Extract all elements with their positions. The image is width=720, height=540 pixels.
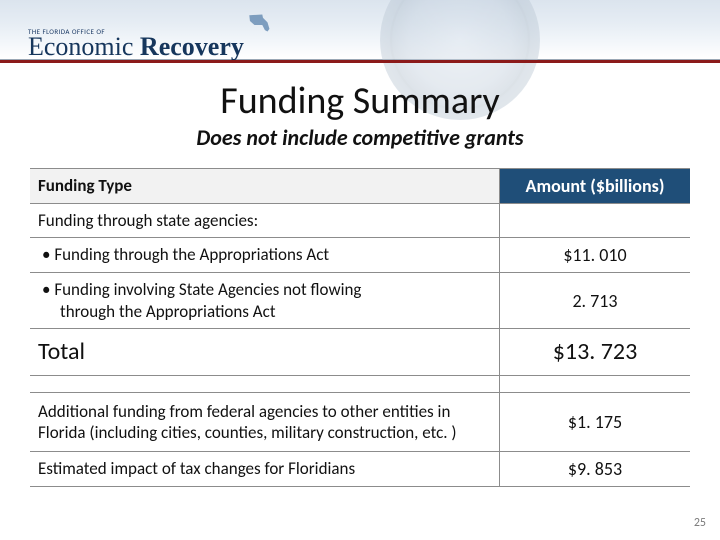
header-left: Funding Type: [30, 169, 500, 203]
logo: THE FLORIDA OFFICE OF Economic Recovery: [28, 12, 274, 62]
row-value: 2. 713: [500, 273, 690, 328]
page-subtitle: Does not include competitive grants: [0, 124, 720, 151]
slide: THE FLORIDA OFFICE OF Economic Recovery …: [0, 0, 720, 540]
table-spacer-row: [30, 376, 690, 393]
table-row: Funding through state agencies:: [30, 204, 690, 238]
florida-icon: [248, 12, 274, 34]
row-label: Funding involving State Agencies not flo…: [30, 273, 500, 328]
row-label: Estimated impact of tax changes for Flor…: [30, 452, 500, 486]
table-row: Funding involving State Agencies not flo…: [30, 273, 690, 329]
header-band: THE FLORIDA OFFICE OF Economic Recovery: [0, 0, 720, 60]
funding-table: Funding Type Amount ($billions) Funding …: [30, 168, 690, 487]
total-value: $13. 723: [500, 329, 690, 375]
page-title: Funding Summary: [0, 78, 720, 124]
table-row: Additional funding from federal agencies…: [30, 393, 690, 453]
table-row: Funding through the Appropriations Act $…: [30, 238, 690, 273]
row-value: [500, 204, 690, 237]
logo-main: Economic Recovery: [28, 32, 244, 61]
header-right: Amount ($billions): [500, 169, 690, 203]
total-label: Total: [30, 329, 500, 375]
table-row: Estimated impact of tax changes for Flor…: [30, 452, 690, 487]
row-label: Additional funding from federal agencies…: [30, 393, 500, 452]
row-label: Funding through state agencies:: [30, 204, 500, 237]
row-value: $11. 010: [500, 238, 690, 272]
table-header-row: Funding Type Amount ($billions): [30, 169, 690, 204]
page-number: 25: [694, 516, 706, 530]
logo-word2: Recovery: [140, 32, 244, 61]
row-value: $1. 175: [500, 393, 690, 452]
row-label: Funding through the Appropriations Act: [30, 238, 500, 272]
logo-word1: Economic: [28, 32, 133, 61]
row-value: $9. 853: [500, 452, 690, 486]
accent-bar: [0, 60, 720, 63]
table-total-row: Total $13. 723: [30, 329, 690, 376]
